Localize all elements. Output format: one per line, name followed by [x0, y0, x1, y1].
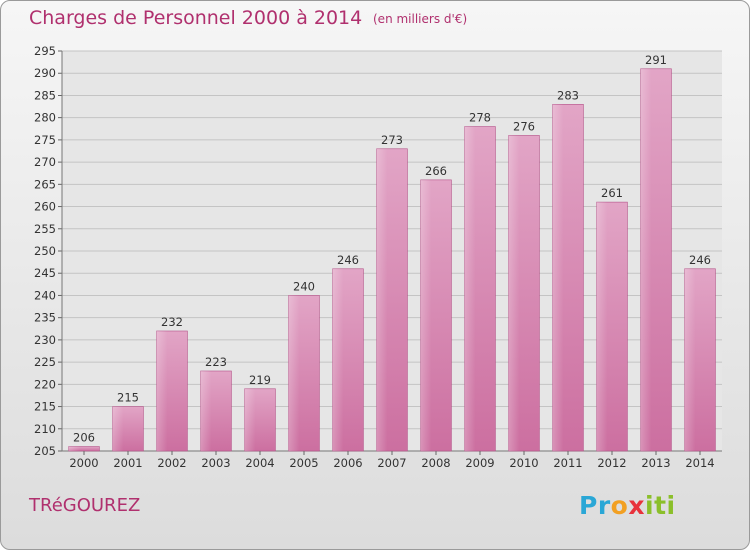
y-tick-label: 210	[34, 422, 56, 436]
x-tick-label: 2013	[641, 456, 670, 470]
commune-name: TRéGOUREZ	[29, 495, 141, 516]
x-tick-label: 2008	[421, 456, 450, 470]
x-tick-label: 2006	[333, 456, 362, 470]
data-label: 206	[73, 431, 95, 445]
data-label: 278	[469, 111, 491, 125]
data-label: 246	[337, 253, 359, 267]
bar-highlight	[376, 148, 388, 451]
data-label: 215	[117, 391, 139, 405]
data-label: 223	[205, 355, 227, 369]
data-label: 232	[161, 315, 183, 329]
x-tick-label: 2012	[597, 456, 626, 470]
bar-highlight	[684, 268, 696, 451]
y-tick-label: 235	[34, 311, 56, 325]
logo-letter: r	[597, 491, 611, 520]
logo-letter: P	[579, 491, 598, 520]
logo-letter: x	[628, 491, 645, 520]
bar-highlight	[156, 331, 168, 451]
logo-letter: t	[654, 491, 667, 520]
x-tick-label: 2002	[157, 456, 186, 470]
bar-highlight	[288, 295, 300, 451]
y-tick-label: 215	[34, 400, 56, 414]
bar-highlight	[332, 268, 344, 451]
bar-highlight	[420, 179, 432, 451]
x-tick-label: 2009	[465, 456, 494, 470]
data-label: 276	[513, 119, 535, 133]
x-tick-label: 2004	[245, 456, 274, 470]
x-tick-label: 2000	[69, 456, 98, 470]
y-tick-label: 260	[34, 200, 56, 214]
y-tick-label: 265	[34, 177, 56, 191]
bar-highlight	[464, 126, 476, 452]
y-tick-label: 250	[34, 244, 56, 258]
x-tick-label: 2014	[685, 456, 714, 470]
bar-highlight	[112, 406, 124, 451]
x-tick-label: 2010	[509, 456, 538, 470]
x-tick-label: 2005	[289, 456, 318, 470]
data-label: 291	[645, 53, 667, 67]
data-label: 261	[601, 186, 623, 200]
proxiti-logo[interactable]: Proxiti	[579, 491, 676, 520]
x-tick-label: 2001	[113, 456, 142, 470]
y-tick-label: 240	[34, 288, 56, 302]
y-tick-label: 245	[34, 266, 56, 280]
logo-letter: i	[645, 491, 655, 520]
chart-title: Charges de Personnel 2000 à 2014	[29, 7, 363, 29]
logo-letter: o	[610, 491, 629, 520]
y-tick-label: 290	[34, 66, 56, 80]
bar-highlight	[200, 371, 212, 451]
x-tick-label: 2007	[377, 456, 406, 470]
bar-highlight	[596, 202, 608, 451]
y-tick-label: 295	[34, 44, 56, 58]
data-label: 266	[425, 164, 447, 178]
bar-highlight	[640, 68, 652, 452]
y-tick-label: 225	[34, 355, 56, 369]
logo-letter: i	[666, 491, 676, 520]
bar-highlight	[244, 388, 256, 451]
y-tick-label: 280	[34, 111, 56, 125]
y-tick-label: 285	[34, 88, 56, 102]
x-tick-label: 2003	[201, 456, 230, 470]
y-tick-label: 255	[34, 222, 56, 236]
bar-highlight	[68, 446, 80, 451]
data-label: 283	[557, 88, 579, 102]
data-label: 246	[689, 253, 711, 267]
y-tick-label: 220	[34, 377, 56, 391]
data-label: 273	[381, 133, 403, 147]
chart-subtitle: (en milliers d'€)	[373, 12, 468, 26]
y-tick-label: 270	[34, 155, 56, 169]
y-tick-label: 230	[34, 333, 56, 347]
y-tick-label: 275	[34, 133, 56, 147]
y-tick-label: 205	[34, 444, 56, 458]
data-label: 219	[249, 373, 271, 387]
x-tick-label: 2011	[553, 456, 582, 470]
bar-highlight	[508, 135, 520, 451]
bar-highlight	[552, 104, 564, 451]
data-label: 240	[293, 279, 315, 293]
